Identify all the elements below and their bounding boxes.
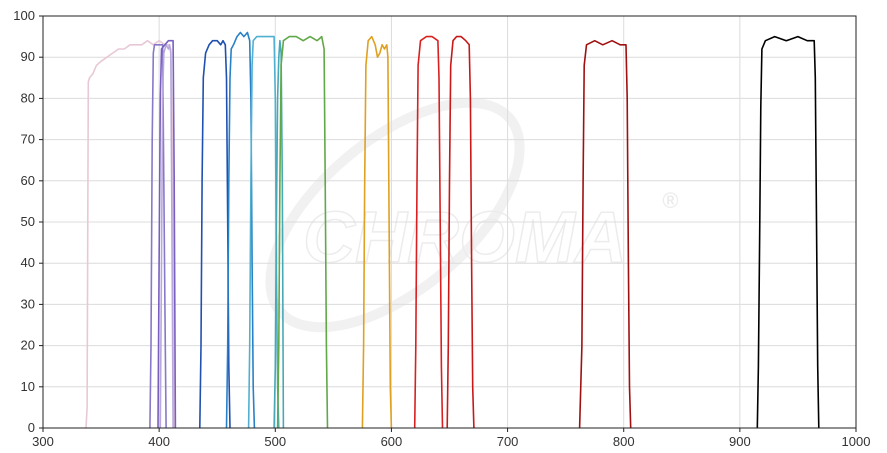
y-tick-label: 60	[21, 173, 35, 188]
y-tick-label: 50	[21, 214, 35, 229]
y-tick-label: 40	[21, 255, 35, 270]
x-axis: 300 400 500 600 700 800 900 1000	[32, 428, 870, 449]
x-tick-label: 900	[729, 434, 751, 449]
watermark-registered-mark: ®	[662, 188, 679, 213]
watermark-brand-text: CHROMA	[303, 198, 627, 278]
series-line-6	[225, 31, 256, 429]
series-line-9	[276, 35, 329, 429]
series-line-14	[756, 35, 820, 429]
y-tick-label: 20	[21, 338, 35, 353]
x-tick-label: 500	[264, 434, 286, 449]
series-line-13	[578, 39, 632, 429]
y-tick-label: 80	[21, 90, 35, 105]
y-axis: 0 10 20 30 40 50 60 70 80 90 100	[13, 8, 43, 435]
series-line-8	[273, 39, 285, 429]
x-tick-label: 600	[381, 434, 403, 449]
y-tick-label: 30	[21, 296, 35, 311]
watermark-swoosh	[265, 97, 525, 333]
series-line-5	[199, 39, 231, 429]
y-tick-label: 10	[21, 379, 35, 394]
x-tick-label: 800	[613, 434, 635, 449]
y-tick-label: 90	[21, 49, 35, 64]
series-line-11	[413, 35, 444, 429]
x-tick-label: 700	[497, 434, 519, 449]
chroma-watermark: CHROMA ®	[265, 97, 679, 333]
y-tick-label: 70	[21, 132, 35, 147]
series-line-4	[157, 39, 177, 429]
y-tick-label: 100	[13, 8, 35, 23]
y-tick-label: 0	[28, 420, 35, 435]
series-line-2	[149, 43, 167, 429]
series-line-3	[159, 43, 174, 429]
series-line-10	[361, 35, 393, 429]
series-line-12	[446, 35, 475, 429]
x-tick-label: 300	[32, 434, 54, 449]
x-tick-label: 400	[148, 434, 170, 449]
series-group	[85, 31, 820, 429]
x-tick-label: 1000	[842, 434, 871, 449]
